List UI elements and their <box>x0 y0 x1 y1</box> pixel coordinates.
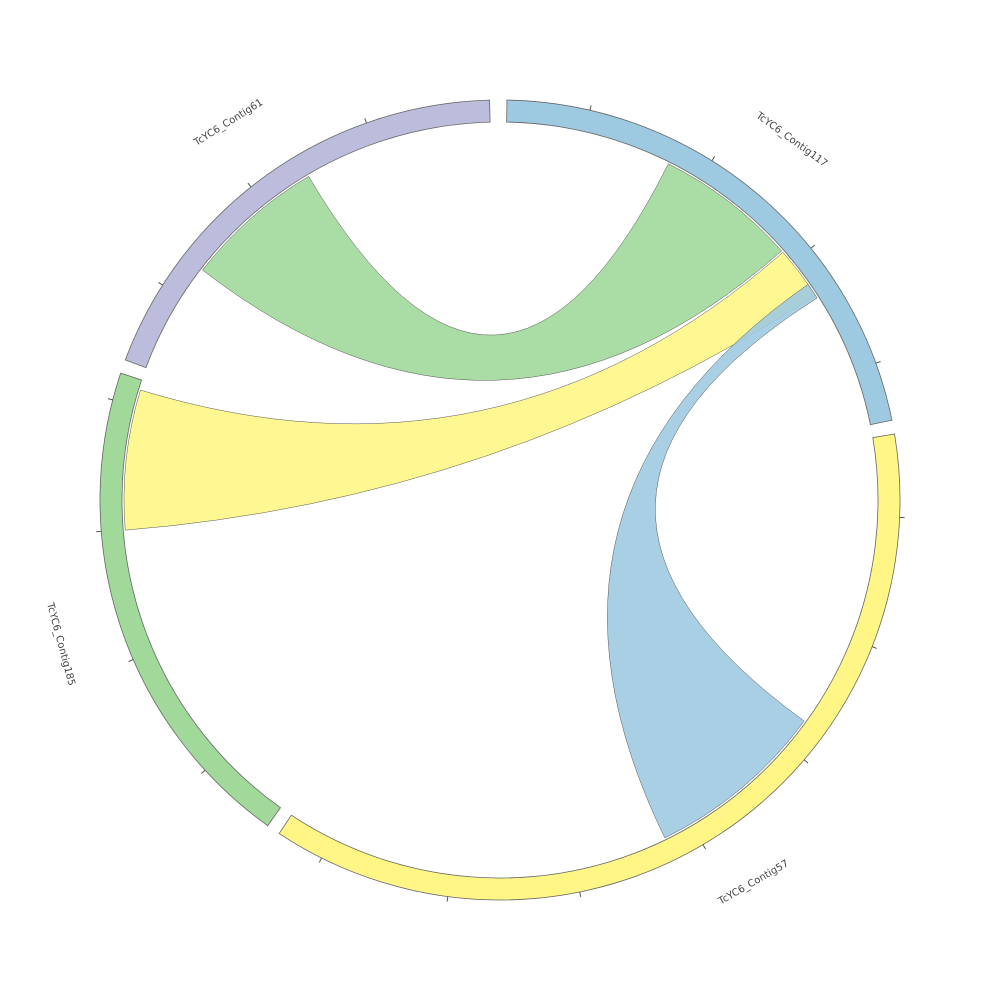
tick <box>811 245 815 248</box>
tick <box>590 105 591 110</box>
tick <box>158 282 162 285</box>
tick <box>365 118 367 123</box>
tick <box>876 361 881 363</box>
tick <box>129 659 134 661</box>
tick <box>712 157 715 161</box>
segment-label: TcYC6_Contig117 <box>753 110 829 170</box>
tick <box>108 399 113 400</box>
segment <box>279 434 900 900</box>
links <box>124 164 817 838</box>
tick <box>580 892 581 897</box>
tick <box>248 183 251 187</box>
tick <box>703 845 706 849</box>
segment-label: TcYC6_Contig57 <box>716 858 791 908</box>
tick <box>804 760 808 763</box>
tick <box>319 858 321 862</box>
segment-label: TcYC6_Contig61 <box>191 97 265 149</box>
segment-label: TcYC6_Contig185 <box>44 601 77 687</box>
tick <box>447 897 448 902</box>
tick <box>872 647 877 649</box>
tick <box>201 770 205 773</box>
